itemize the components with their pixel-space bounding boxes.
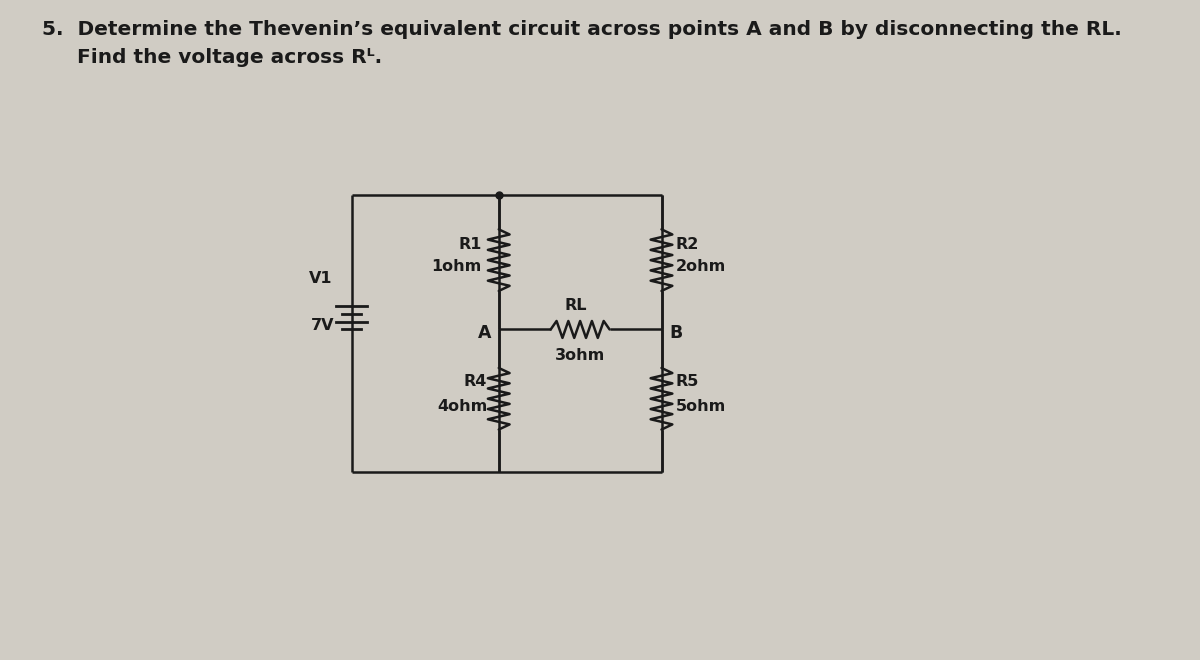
Text: 4ohm: 4ohm (437, 399, 487, 414)
Text: 2ohm: 2ohm (676, 259, 726, 274)
Text: V1: V1 (308, 271, 332, 286)
Text: A: A (478, 323, 491, 341)
Text: 1ohm: 1ohm (432, 259, 481, 274)
Text: B: B (670, 323, 683, 341)
Text: R5: R5 (676, 374, 698, 389)
Text: R4: R4 (463, 374, 487, 389)
Text: 5.  Determine the Thevenin’s equivalent circuit across points A and B by disconn: 5. Determine the Thevenin’s equivalent c… (42, 20, 1122, 67)
Text: RL: RL (565, 298, 588, 313)
Text: R1: R1 (458, 237, 481, 252)
Text: R2: R2 (676, 237, 698, 252)
Text: 3ohm: 3ohm (554, 348, 605, 363)
Text: 7V: 7V (311, 318, 335, 333)
Text: 5ohm: 5ohm (676, 399, 726, 414)
